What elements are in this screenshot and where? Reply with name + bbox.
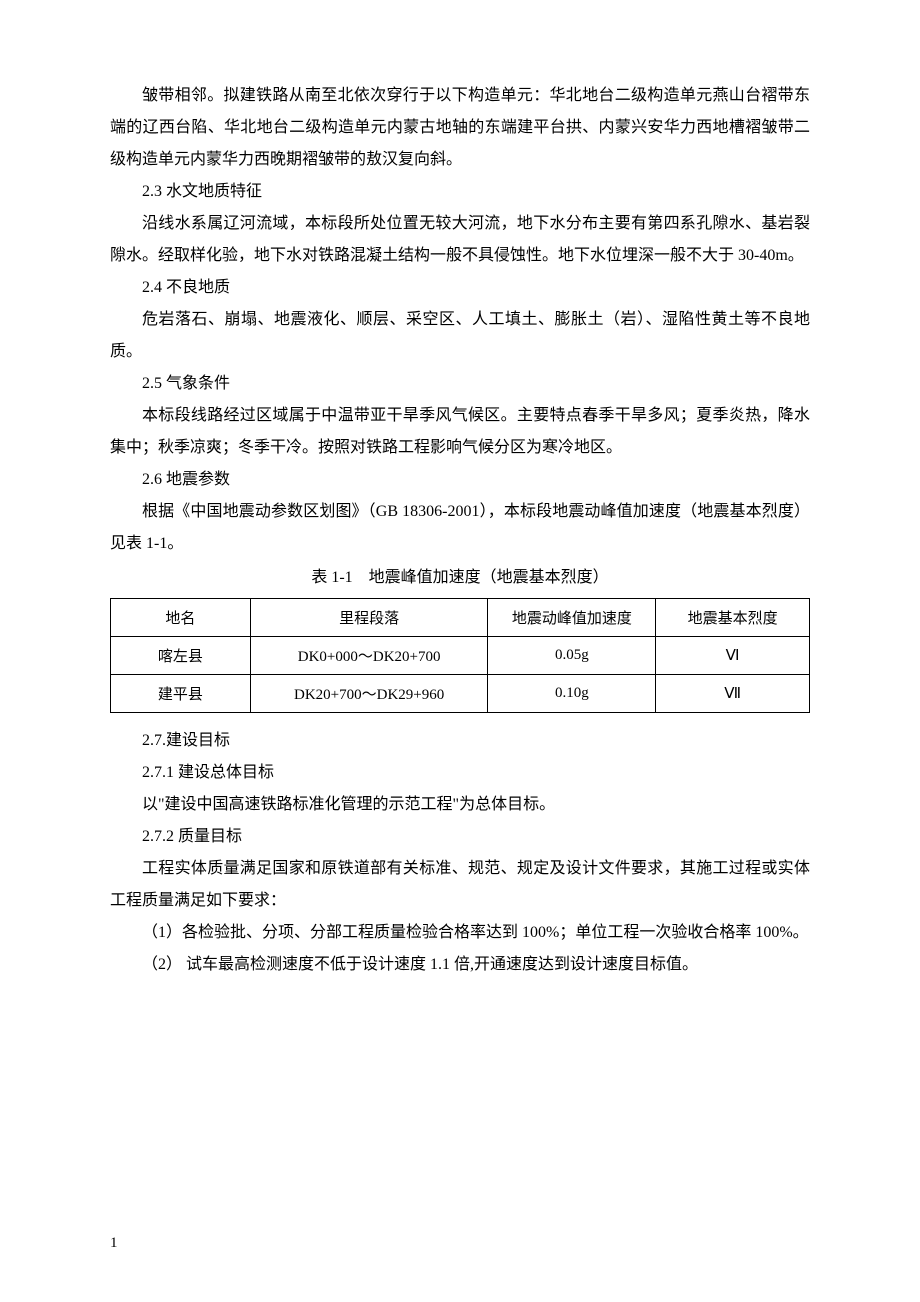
heading-2-5: 2.5 气象条件 [110, 368, 810, 400]
table-row: 喀左县 DK0+000～DK20+700 0.05g Ⅵ [111, 637, 810, 675]
page-number: 1 [110, 1235, 118, 1252]
table-cell: Ⅶ [656, 675, 810, 713]
table-header-row: 地名 里程段落 地震动峰值加速度 地震基本烈度 [111, 599, 810, 637]
table-cell: 0.05g [488, 637, 656, 675]
paragraph-item-1: （1）各检验批、分项、分部工程质量检验合格率达到 100%；单位工程一次验收合格… [110, 917, 810, 949]
paragraph-item-2: （2） 试车最高检测速度不低于设计速度 1.1 倍,开通速度达到设计速度目标值。 [110, 949, 810, 981]
seismic-table: 地名 里程段落 地震动峰值加速度 地震基本烈度 喀左县 DK0+000～DK20… [110, 598, 810, 713]
paragraph-continuation: 皱带相邻。拟建铁路从南至北依次穿行于以下构造单元：华北地台二级构造单元燕山台褶带… [110, 80, 810, 176]
table-header-cell: 地名 [111, 599, 251, 637]
table-cell: DK0+000～DK20+700 [250, 637, 488, 675]
table-caption: 表 1-1 地震峰值加速度（地震基本烈度） [110, 562, 810, 594]
table-cell: 建平县 [111, 675, 251, 713]
heading-2-7: 2.7.建设目标 [110, 725, 810, 757]
paragraph-seismic: 根据《中国地震动参数区划图》（GB 18306-2001），本标段地震动峰值加速… [110, 496, 810, 560]
table-header-cell: 地震基本烈度 [656, 599, 810, 637]
table-row: 建平县 DK20+700～DK29+960 0.10g Ⅶ [111, 675, 810, 713]
table-header-cell: 里程段落 [250, 599, 488, 637]
paragraph-hydrogeology: 沿线水系属辽河流域，本标段所处位置无较大河流，地下水分布主要有第四系孔隙水、基岩… [110, 208, 810, 272]
table-cell: 喀左县 [111, 637, 251, 675]
paragraph-bad-geology: 危岩落石、崩塌、地震液化、顺层、采空区、人工填土、膨胀土（岩）、湿陷性黄土等不良… [110, 304, 810, 368]
heading-2-3: 2.3 水文地质特征 [110, 176, 810, 208]
table-cell: Ⅵ [656, 637, 810, 675]
heading-2-7-1: 2.7.1 建设总体目标 [110, 757, 810, 789]
paragraph-quality-goal: 工程实体质量满足国家和原铁道部有关标准、规范、规定及设计文件要求，其施工过程或实… [110, 853, 810, 917]
heading-2-4: 2.4 不良地质 [110, 272, 810, 304]
paragraph-climate: 本标段线路经过区域属于中温带亚干旱季风气候区。主要特点春季干旱多风；夏季炎热，降… [110, 400, 810, 464]
paragraph-overall-goal: 以"建设中国高速铁路标准化管理的示范工程"为总体目标。 [110, 789, 810, 821]
heading-2-7-2: 2.7.2 质量目标 [110, 821, 810, 853]
table-cell: DK20+700～DK29+960 [250, 675, 488, 713]
table-header-cell: 地震动峰值加速度 [488, 599, 656, 637]
heading-2-6: 2.6 地震参数 [110, 464, 810, 496]
table-cell: 0.10g [488, 675, 656, 713]
